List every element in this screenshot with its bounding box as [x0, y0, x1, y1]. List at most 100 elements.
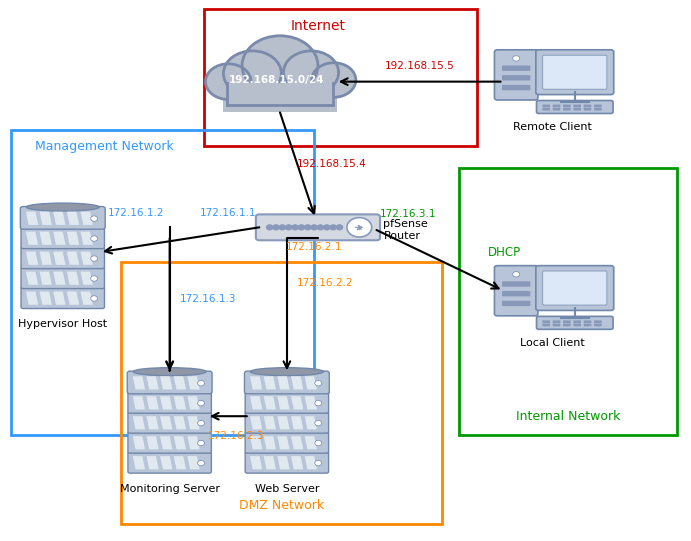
- Text: 192.168.15.4: 192.168.15.4: [297, 159, 367, 169]
- Polygon shape: [250, 436, 263, 450]
- Circle shape: [198, 440, 205, 446]
- FancyBboxPatch shape: [536, 316, 613, 329]
- Text: 172.16.1.3: 172.16.1.3: [180, 294, 236, 304]
- Circle shape: [315, 380, 322, 386]
- FancyBboxPatch shape: [542, 55, 607, 89]
- FancyBboxPatch shape: [536, 266, 614, 311]
- FancyBboxPatch shape: [542, 324, 550, 326]
- Polygon shape: [291, 416, 303, 430]
- FancyBboxPatch shape: [495, 50, 538, 100]
- FancyBboxPatch shape: [223, 67, 337, 111]
- Polygon shape: [277, 416, 290, 430]
- Polygon shape: [39, 232, 52, 245]
- Circle shape: [315, 400, 322, 406]
- Text: Internet: Internet: [291, 18, 346, 32]
- Text: 172.16.2.3: 172.16.2.3: [207, 431, 264, 441]
- FancyBboxPatch shape: [584, 104, 591, 107]
- FancyBboxPatch shape: [245, 392, 329, 413]
- Polygon shape: [277, 436, 290, 450]
- FancyBboxPatch shape: [502, 85, 530, 90]
- Polygon shape: [305, 416, 317, 430]
- Polygon shape: [81, 212, 93, 225]
- Polygon shape: [146, 376, 159, 390]
- Circle shape: [91, 236, 97, 241]
- Text: 172.16.2.2: 172.16.2.2: [297, 278, 354, 288]
- FancyBboxPatch shape: [21, 287, 104, 308]
- Text: 172.16.3.1: 172.16.3.1: [380, 209, 437, 219]
- FancyBboxPatch shape: [594, 104, 602, 107]
- Text: DHCP: DHCP: [488, 247, 521, 260]
- Text: 172.16.1.1: 172.16.1.1: [199, 208, 256, 217]
- FancyBboxPatch shape: [128, 392, 211, 413]
- Polygon shape: [187, 376, 200, 390]
- Circle shape: [198, 460, 205, 466]
- Polygon shape: [291, 436, 303, 450]
- Circle shape: [323, 225, 330, 230]
- Polygon shape: [133, 376, 145, 390]
- Polygon shape: [250, 416, 263, 430]
- Text: Web Server: Web Server: [254, 484, 319, 493]
- FancyBboxPatch shape: [245, 371, 330, 394]
- Circle shape: [198, 400, 205, 406]
- Polygon shape: [53, 212, 66, 225]
- Polygon shape: [305, 376, 317, 390]
- Polygon shape: [305, 396, 317, 410]
- Text: DMZ Network: DMZ Network: [239, 499, 324, 512]
- FancyBboxPatch shape: [563, 108, 571, 110]
- Polygon shape: [146, 416, 159, 430]
- Ellipse shape: [205, 64, 251, 100]
- Circle shape: [513, 56, 520, 61]
- Polygon shape: [67, 252, 79, 265]
- Polygon shape: [26, 232, 38, 245]
- Polygon shape: [146, 456, 159, 470]
- Polygon shape: [39, 212, 52, 225]
- Polygon shape: [264, 436, 276, 450]
- FancyBboxPatch shape: [594, 320, 602, 323]
- Polygon shape: [264, 396, 276, 410]
- Polygon shape: [26, 272, 38, 285]
- FancyBboxPatch shape: [563, 320, 571, 323]
- Polygon shape: [277, 376, 290, 390]
- FancyBboxPatch shape: [502, 301, 530, 306]
- Polygon shape: [26, 212, 38, 225]
- Polygon shape: [173, 416, 186, 430]
- Text: Remote Client: Remote Client: [513, 122, 591, 132]
- Polygon shape: [160, 456, 172, 470]
- FancyBboxPatch shape: [536, 101, 613, 114]
- Polygon shape: [264, 456, 276, 470]
- Polygon shape: [67, 212, 79, 225]
- Circle shape: [279, 225, 285, 230]
- FancyBboxPatch shape: [245, 432, 329, 453]
- Polygon shape: [26, 292, 38, 305]
- FancyBboxPatch shape: [502, 281, 530, 287]
- Circle shape: [91, 296, 97, 301]
- Polygon shape: [67, 232, 79, 245]
- FancyBboxPatch shape: [502, 291, 530, 296]
- FancyBboxPatch shape: [584, 108, 591, 110]
- FancyBboxPatch shape: [128, 452, 211, 473]
- Polygon shape: [53, 292, 66, 305]
- FancyBboxPatch shape: [584, 320, 591, 323]
- Polygon shape: [160, 436, 172, 450]
- Circle shape: [292, 225, 298, 230]
- FancyBboxPatch shape: [542, 320, 550, 323]
- FancyBboxPatch shape: [495, 266, 538, 316]
- Text: 192.168.15.5: 192.168.15.5: [385, 61, 455, 71]
- Polygon shape: [187, 456, 200, 470]
- Polygon shape: [81, 272, 93, 285]
- Polygon shape: [173, 396, 186, 410]
- FancyBboxPatch shape: [594, 108, 602, 110]
- Text: Monitoring Server: Monitoring Server: [120, 484, 220, 493]
- Circle shape: [91, 256, 97, 261]
- FancyBboxPatch shape: [594, 324, 602, 326]
- Polygon shape: [39, 252, 52, 265]
- Circle shape: [317, 225, 323, 230]
- Circle shape: [315, 440, 322, 446]
- FancyBboxPatch shape: [553, 104, 560, 107]
- FancyBboxPatch shape: [128, 432, 211, 453]
- FancyBboxPatch shape: [536, 50, 614, 95]
- FancyBboxPatch shape: [553, 108, 560, 110]
- Circle shape: [198, 420, 205, 426]
- Polygon shape: [146, 396, 159, 410]
- Circle shape: [347, 217, 372, 237]
